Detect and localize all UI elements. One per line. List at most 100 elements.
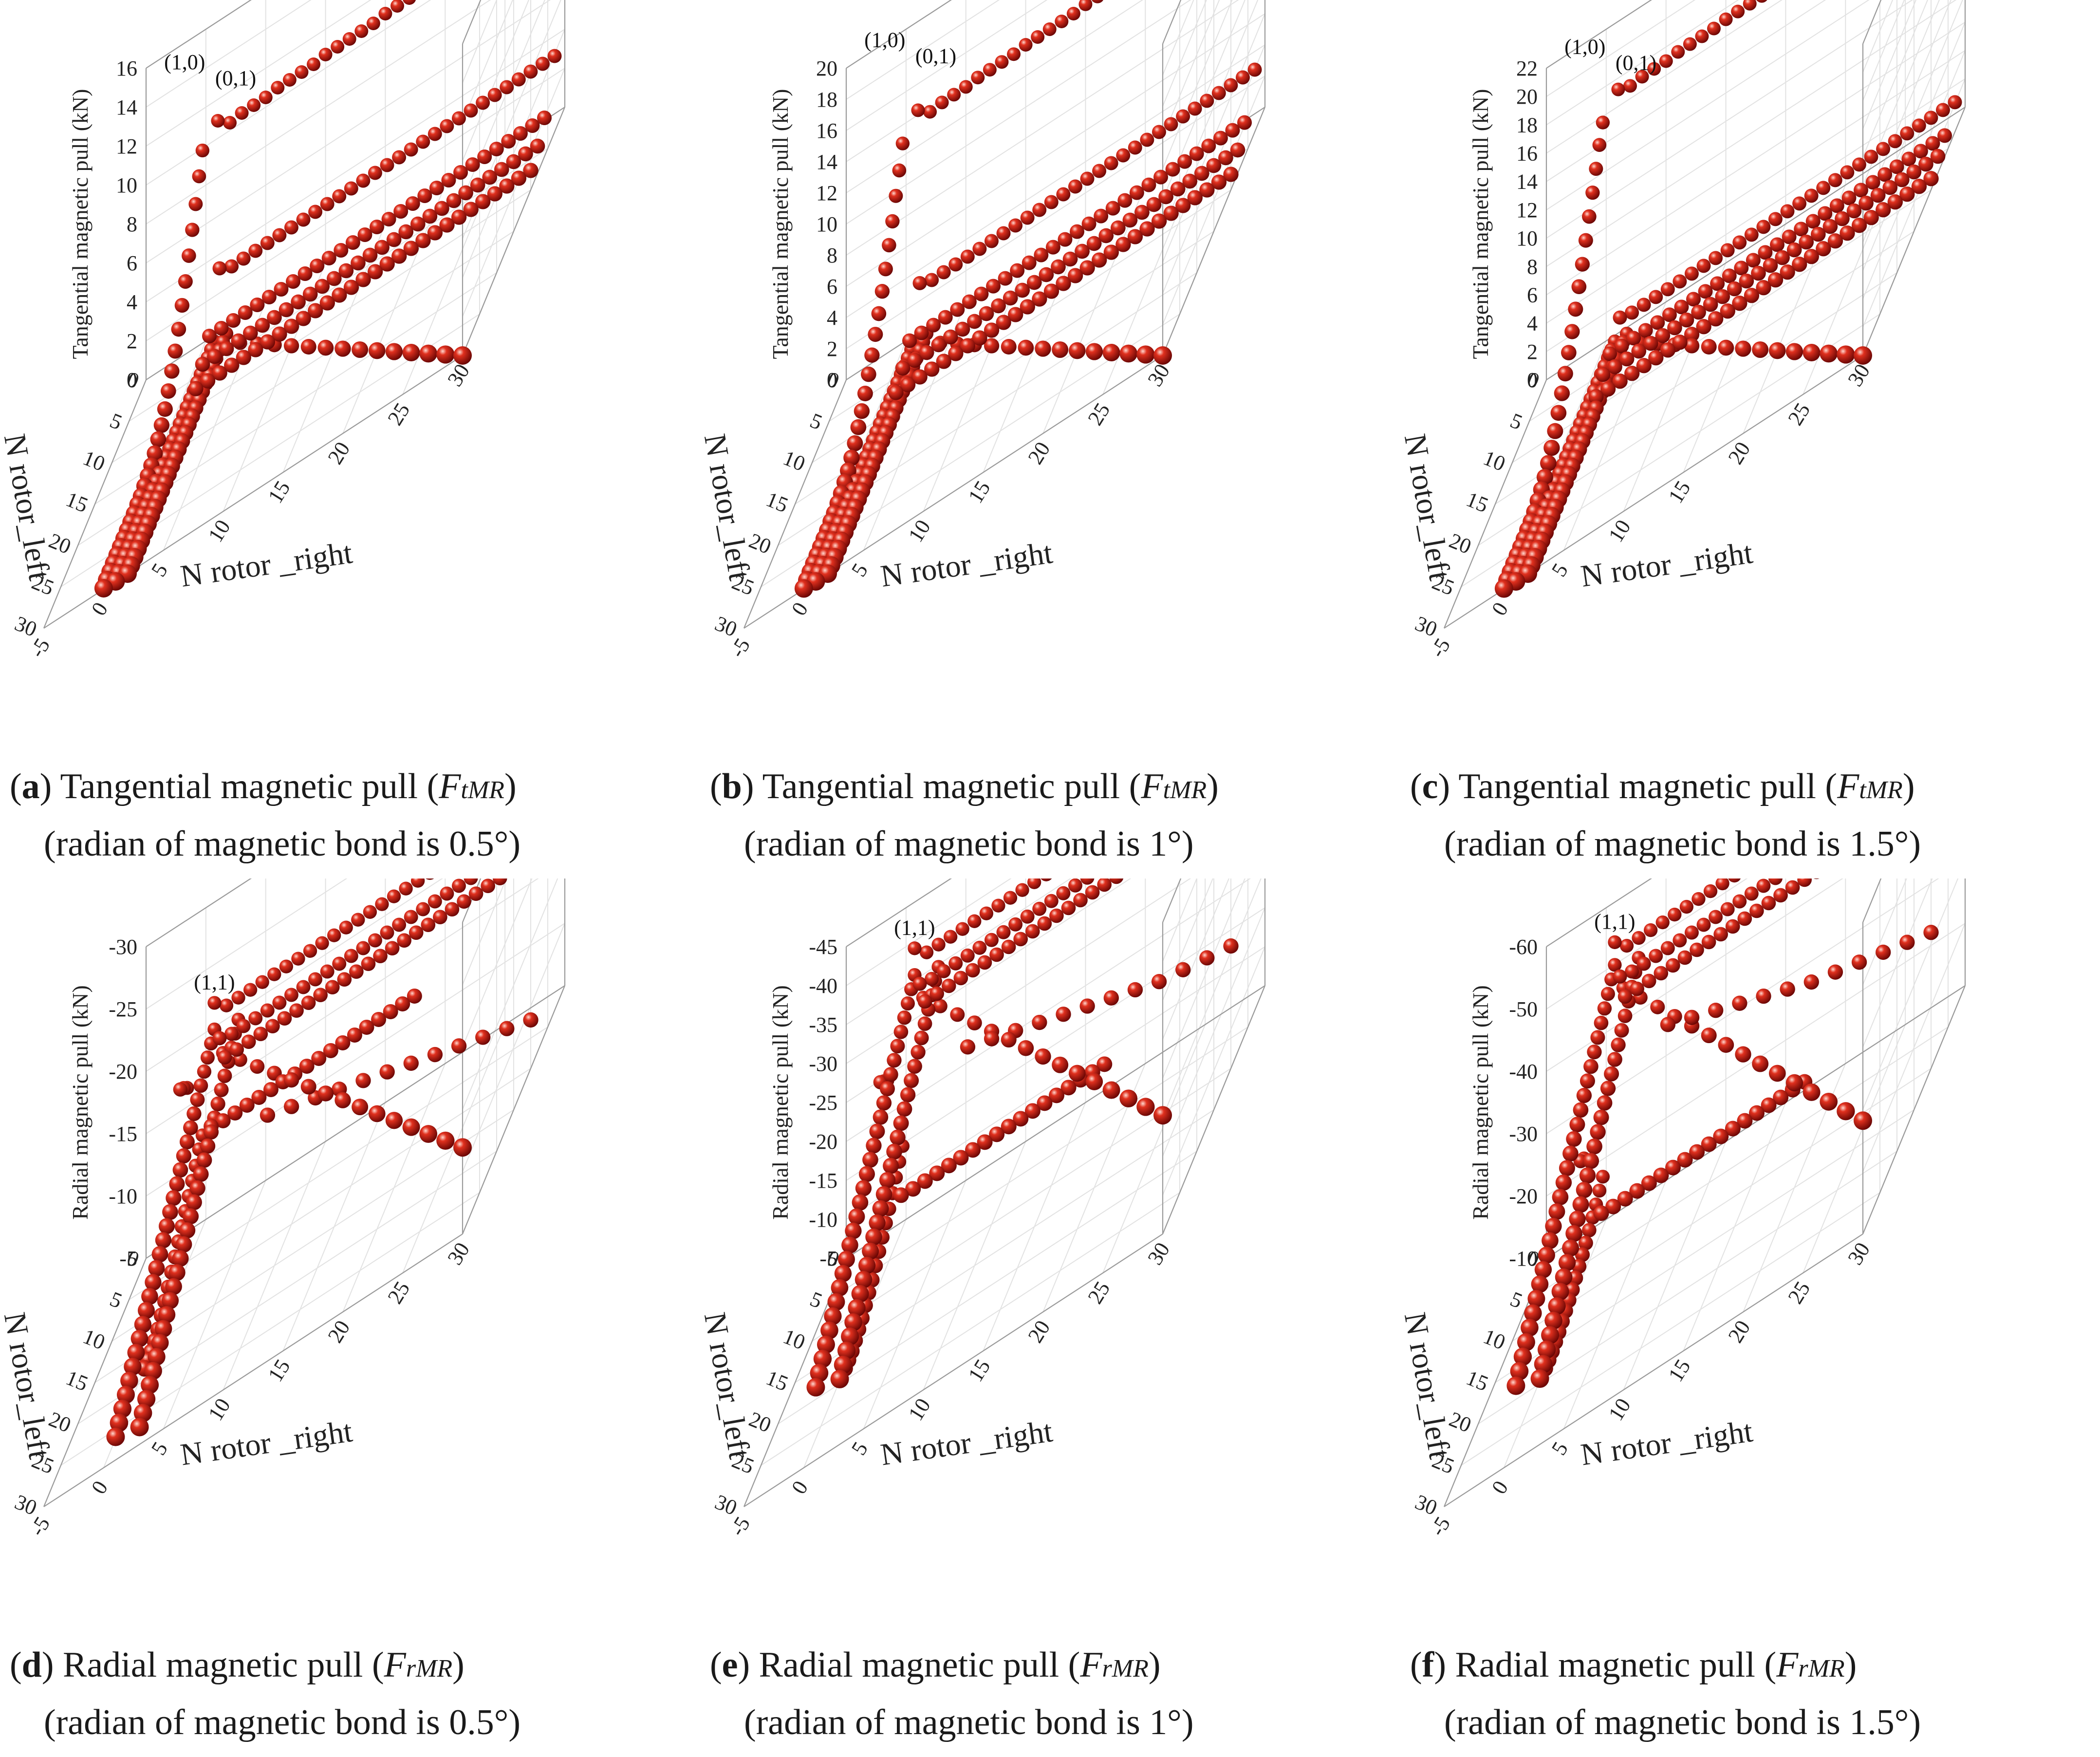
- data-point: [1818, 206, 1833, 221]
- data-point: [851, 1285, 869, 1303]
- data-point: [1851, 218, 1867, 233]
- data-point: [1032, 1014, 1047, 1030]
- panel-f: -10 -20 -30 -40 -50 -60 0 5 10 15 20 25 30 -5 0 5 10 15 20…: [1400, 878, 2100, 1757]
- data-point: [1032, 291, 1047, 307]
- z-tick-label: 16: [116, 56, 137, 80]
- data-point: [303, 944, 317, 958]
- data-point: [1761, 896, 1776, 911]
- data-point: [381, 212, 396, 226]
- caption-letter: c: [1422, 766, 1438, 806]
- data-point: [235, 106, 249, 120]
- data-point: [137, 1390, 156, 1408]
- data-point: [1153, 1106, 1172, 1125]
- data-point: [852, 1194, 869, 1211]
- data-point: [419, 1125, 438, 1143]
- data-point: [1566, 1131, 1582, 1147]
- data-point: [1592, 1183, 1607, 1198]
- data-point: [965, 1142, 981, 1158]
- data-point: [248, 342, 263, 357]
- x-tick-label: 10: [1604, 1394, 1635, 1425]
- y-axis-label: N rotor_left: [1400, 431, 1458, 583]
- data-point: [897, 1010, 912, 1025]
- data-point: [1070, 224, 1084, 239]
- caption-title: Tangential magnetic pull: [762, 766, 1120, 806]
- caption-letter: e: [722, 1645, 738, 1685]
- data-point: [1085, 343, 1103, 360]
- data-point: [398, 224, 414, 240]
- z-tick-label: -35: [809, 1013, 837, 1037]
- panel-d: -5 -10 -15 -20 -25 -30 0 5 10 15 20 25 30 -5 0 5 10 15 20 2…: [0, 878, 700, 1757]
- data-point: [1655, 915, 1670, 930]
- data-point: [1075, 243, 1090, 259]
- data-point: [263, 1082, 279, 1097]
- caption-symbol: F: [1776, 1645, 1799, 1685]
- data-point: [1237, 115, 1252, 130]
- data-points: [806, 878, 1239, 1397]
- data-point: [1596, 1170, 1610, 1184]
- data-point: [1918, 156, 1933, 172]
- data-point: [321, 251, 336, 265]
- data-point: [162, 1292, 179, 1309]
- data-point: [1782, 229, 1797, 244]
- data-point: [1588, 389, 1604, 405]
- data-point: [335, 340, 351, 357]
- data-point: [1701, 935, 1716, 950]
- data-point: [207, 996, 222, 1010]
- data-point: [919, 345, 934, 360]
- data-point: [1073, 893, 1088, 908]
- data-point: [1001, 1119, 1017, 1135]
- data-point: [844, 1313, 862, 1331]
- data-point: [445, 902, 460, 917]
- data-point: [124, 1358, 142, 1376]
- data-point: [183, 1120, 198, 1136]
- data-point: [212, 365, 227, 381]
- data-point: [106, 1427, 125, 1446]
- data-point: [1188, 101, 1202, 116]
- data-point: [1165, 162, 1180, 177]
- chart-e: -5-10-15-20-25-30-35-40-45051015202530-5…: [700, 878, 1266, 1540]
- data-point: [1751, 265, 1766, 281]
- data-point: [295, 65, 309, 79]
- data-point: [1827, 233, 1843, 249]
- data-point: [1602, 346, 1617, 361]
- data-point: [827, 1293, 845, 1311]
- data-point: [1086, 236, 1102, 251]
- data-point: [537, 111, 552, 125]
- data-point: [996, 925, 1011, 939]
- point-annotation: (0,1): [1616, 51, 1656, 75]
- data-point: [352, 1099, 369, 1116]
- x-tick-label: 30: [1143, 1238, 1174, 1269]
- data-point: [1548, 1297, 1566, 1315]
- data-point: [931, 337, 947, 353]
- data-points: [1494, 0, 1962, 598]
- data-point: [296, 311, 311, 326]
- z-axis-label: Tangential magnetic pull (kN): [68, 89, 93, 359]
- point-annotation: (1,1): [194, 970, 235, 994]
- data-point: [1151, 213, 1167, 229]
- data-point: [1631, 343, 1647, 359]
- data-point: [1103, 244, 1119, 260]
- data-point: [1194, 166, 1209, 181]
- data-point: [355, 272, 371, 287]
- data-point: [274, 282, 289, 297]
- z-tick-label: 18: [1516, 113, 1538, 137]
- data-point: [296, 980, 311, 994]
- caption-e: (e) Radial magnetic pull (FrMR) (radian …: [710, 1638, 1392, 1749]
- data-point: [1792, 196, 1807, 211]
- data-point: [848, 1208, 865, 1225]
- data-point: [1013, 932, 1028, 947]
- data-point: [134, 1316, 152, 1333]
- data-point: [924, 361, 940, 377]
- data-point: [383, 1004, 398, 1019]
- data-point: [938, 310, 953, 325]
- data-point: [1913, 144, 1928, 159]
- data-point: [1752, 1055, 1769, 1072]
- z-tick-label: 10: [116, 173, 137, 197]
- axes-box: [43, 878, 566, 1507]
- z-tick-label: -10: [109, 1184, 137, 1208]
- data-point: [429, 181, 444, 195]
- data-point: [1129, 185, 1144, 200]
- data-point: [1600, 381, 1616, 397]
- data-point: [996, 315, 1011, 330]
- data-point: [141, 1376, 159, 1394]
